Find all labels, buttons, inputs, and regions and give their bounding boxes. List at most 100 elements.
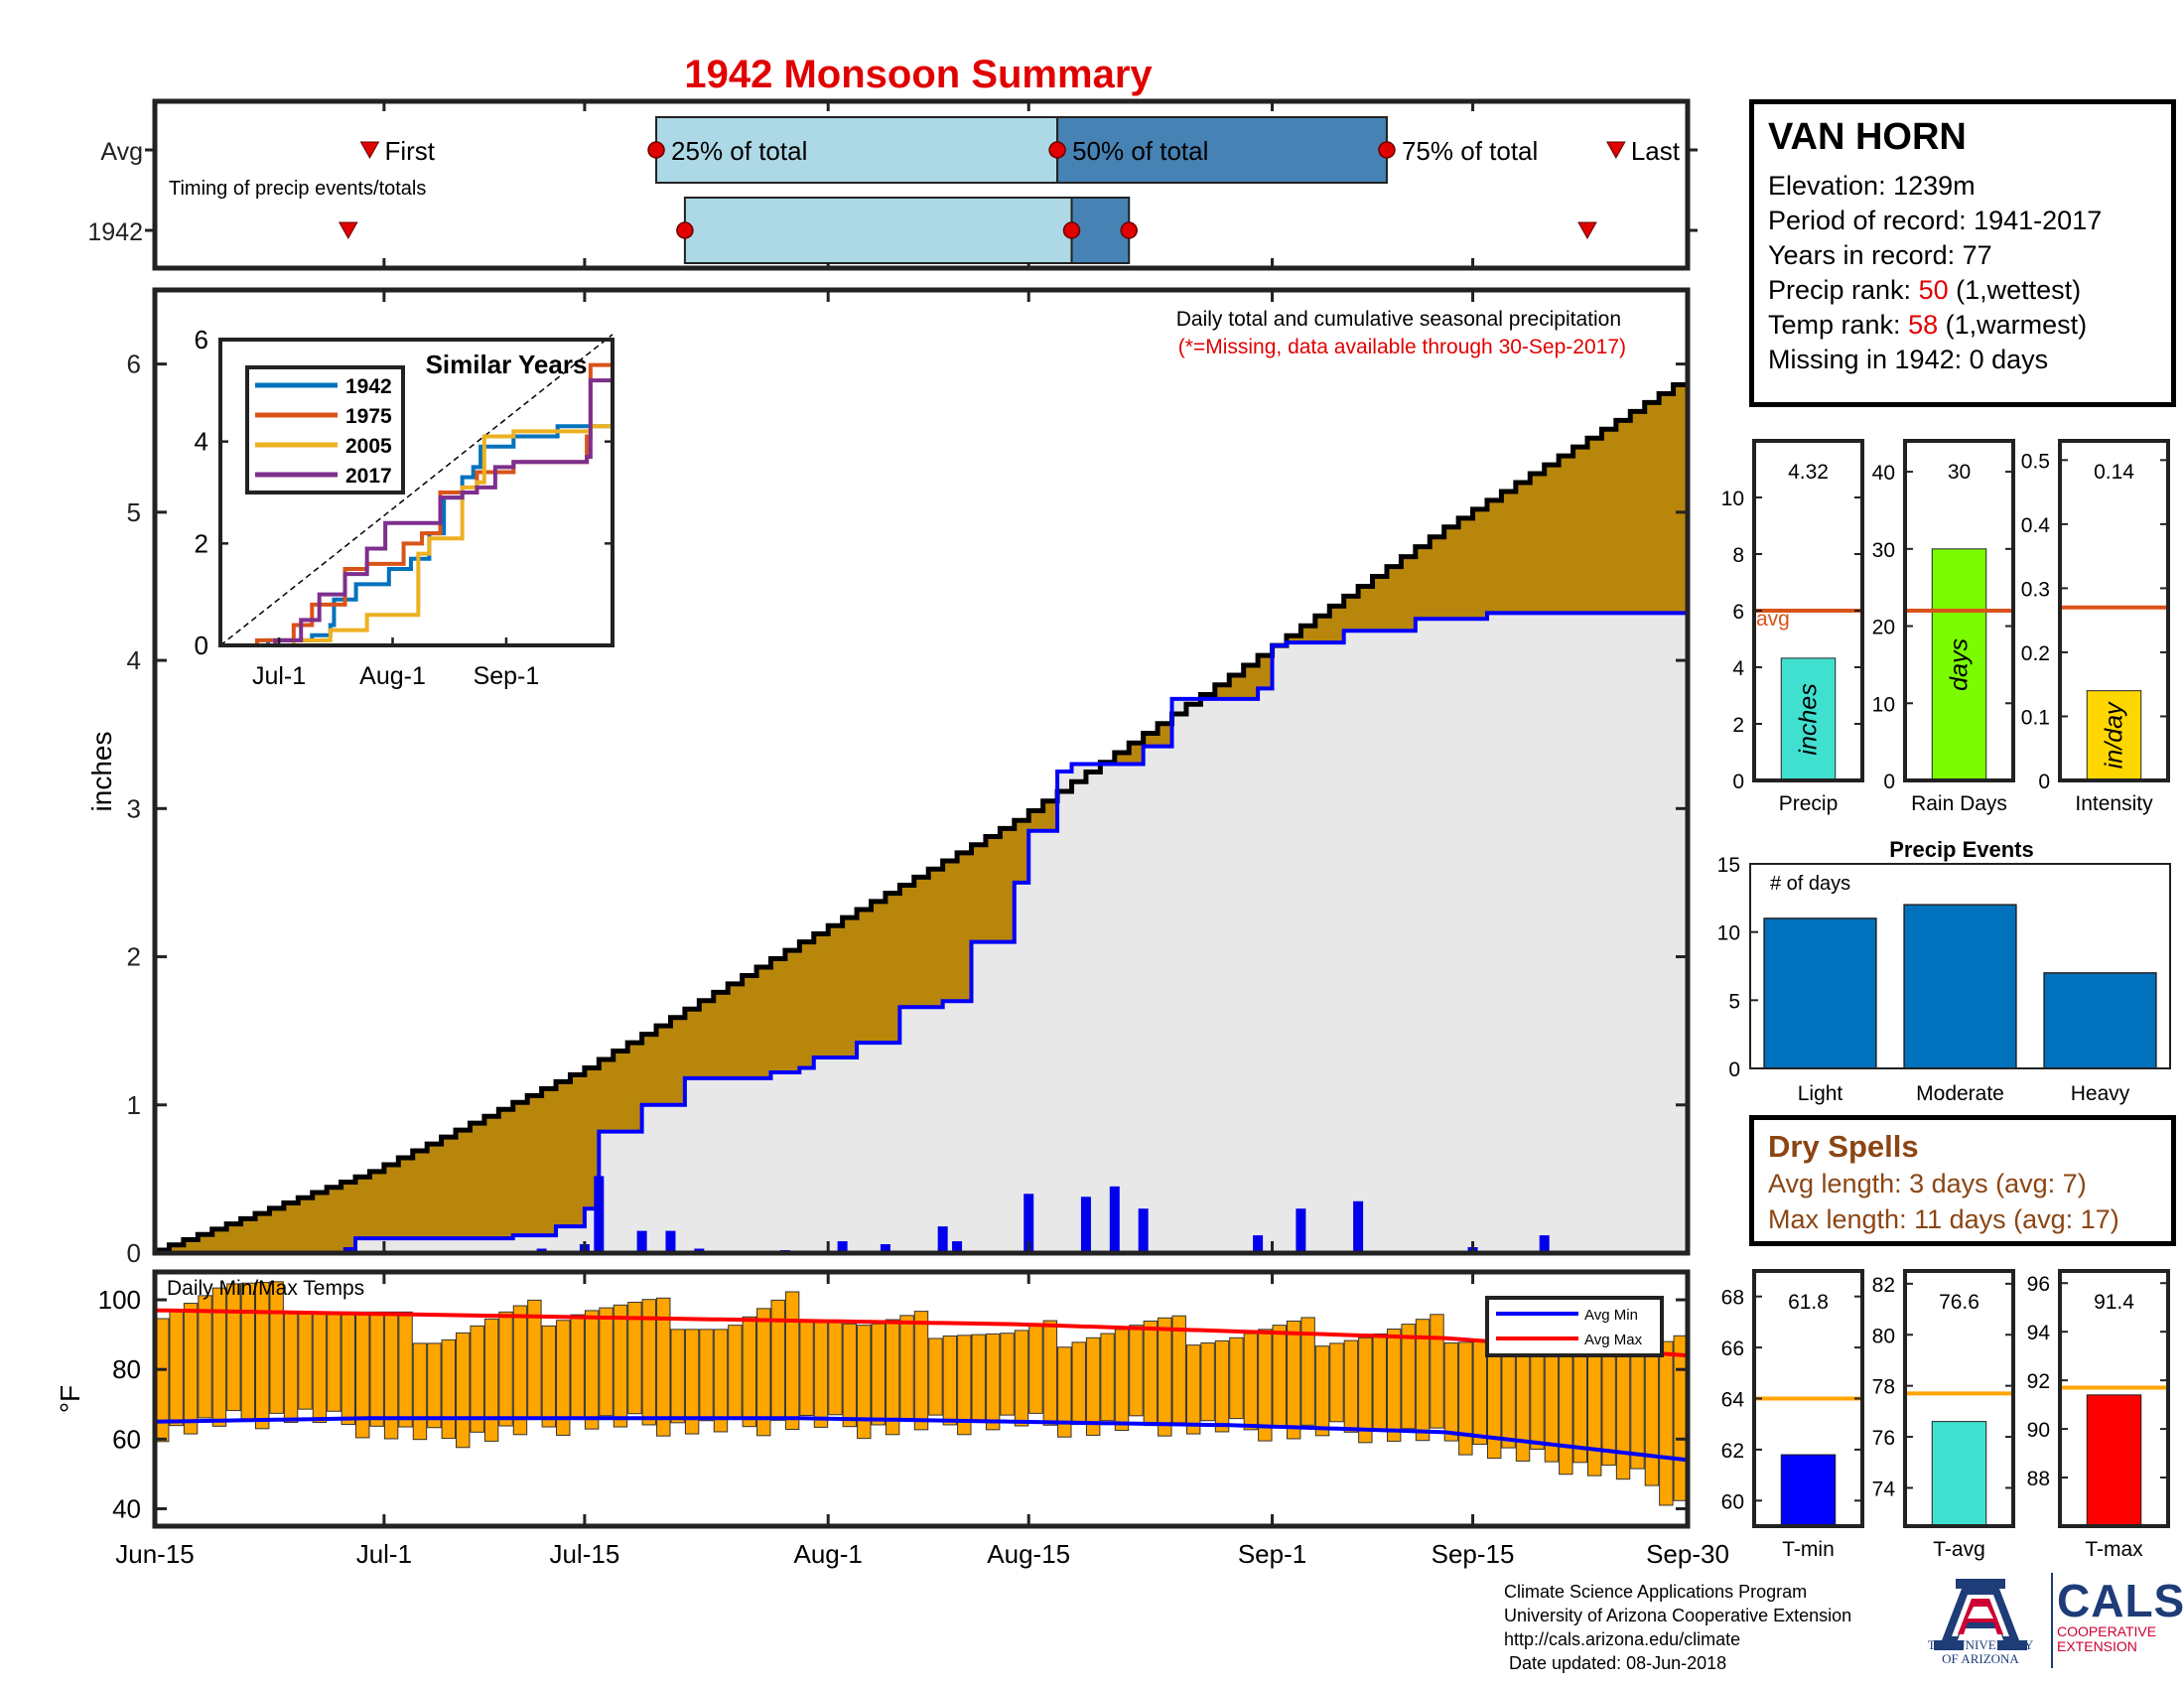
timing-row-label-year: 1942 bbox=[87, 218, 143, 246]
year-50-marker bbox=[1062, 221, 1081, 239]
precip-summary-unit-label: inches bbox=[1795, 683, 1823, 755]
rain-days-summary-y-tick-label: 20 bbox=[1872, 617, 1895, 639]
daily-temp-bar bbox=[1272, 1325, 1287, 1429]
rain-days-summary-bar bbox=[1931, 548, 1987, 781]
avg-min-line bbox=[154, 1416, 1689, 1463]
dry-spells-title: Dry Spells bbox=[1768, 1129, 1919, 1164]
tmax-summary-bar bbox=[2086, 1394, 2142, 1527]
daily-precip-bar bbox=[1539, 1235, 1550, 1253]
footer-line-url[interactable]: http://cals.arizona.edu/climate bbox=[1504, 1629, 1741, 1649]
last-label: Last bbox=[1631, 136, 1681, 166]
footer-line-date: Date updated: 08-Jun-2018 bbox=[1504, 1653, 1727, 1673]
daily-temp-bar bbox=[971, 1334, 986, 1421]
x-tick-label: Sep-1 bbox=[1238, 1539, 1306, 1569]
intensity-summary-unit-label: in/day bbox=[2101, 701, 2128, 769]
events-bar-light bbox=[1763, 917, 1877, 1069]
tavg-summary-y-tick-label: 82 bbox=[1872, 1274, 1895, 1297]
avg-first-marker bbox=[359, 141, 380, 160]
events-y-tick-label: 5 bbox=[1728, 990, 1740, 1013]
precip-summary-value-label: 4.32 bbox=[1788, 461, 1829, 484]
first-label: First bbox=[384, 136, 435, 166]
intensity-summary-y-tick-label: 0.1 bbox=[2021, 706, 2050, 729]
x-tick-label: Sep-30 bbox=[1646, 1539, 1729, 1569]
daily-temp-bar bbox=[1229, 1336, 1244, 1420]
temps-y-axis-label: °F bbox=[55, 1385, 85, 1413]
daily-precip-bar bbox=[1109, 1186, 1120, 1253]
daily-temp-bar bbox=[942, 1336, 958, 1426]
avg-cumulative-line bbox=[155, 375, 1691, 1253]
daily-precip-bar bbox=[636, 1230, 647, 1253]
elevation-label: Elevation: 1239m bbox=[1768, 171, 1976, 201]
daily-temp-bar bbox=[957, 1335, 972, 1436]
daily-temp-bar bbox=[198, 1295, 212, 1419]
timing-subtitle: Timing of precip events/totals bbox=[169, 178, 426, 200]
daily-precip-bar bbox=[937, 1226, 948, 1253]
daily-temp-bar bbox=[1286, 1320, 1301, 1440]
p50-label: 50% of total bbox=[1072, 136, 1208, 166]
main-plot-frame bbox=[152, 287, 1691, 1256]
tmin-summary-y-tick-label: 62 bbox=[1721, 1440, 1744, 1463]
events-x-label: Light bbox=[1798, 1082, 1843, 1105]
daily-temp-bar bbox=[1042, 1320, 1058, 1426]
inset-series-2005 bbox=[220, 424, 613, 647]
year-75-marker bbox=[1120, 221, 1138, 239]
temps-legend-box bbox=[1485, 1296, 1664, 1357]
precip-summary-y-tick-label: 4 bbox=[1732, 657, 1744, 680]
intensity-summary-frame bbox=[2058, 439, 2170, 782]
inset-series-2017 bbox=[220, 374, 614, 647]
tavg-summary-y-tick-label: 76 bbox=[1872, 1427, 1895, 1450]
logo-divider bbox=[2051, 1573, 2053, 1668]
daily-temp-bar bbox=[1630, 1348, 1645, 1470]
daily-temp-bar bbox=[1472, 1340, 1487, 1446]
tavg-summary-value-label: 76.6 bbox=[1939, 1291, 1979, 1314]
tmax-summary-y-tick-label: 88 bbox=[2027, 1468, 2050, 1490]
daily-temp-bar bbox=[427, 1342, 442, 1429]
daily-temp-bar bbox=[885, 1319, 900, 1436]
daily-temp-bar bbox=[312, 1311, 328, 1423]
daily-temp-bar bbox=[899, 1315, 914, 1421]
period-label: Period of record: 1941-2017 bbox=[1768, 206, 2103, 235]
daily-temp-bar bbox=[556, 1320, 571, 1436]
daily-precip-bar bbox=[342, 1247, 353, 1253]
daily-precip-bar bbox=[837, 1241, 848, 1253]
inset-average-dashed-line bbox=[219, 334, 614, 646]
daily-precip-bar bbox=[1253, 1235, 1264, 1253]
daily-temp-bar bbox=[1358, 1336, 1373, 1444]
ua-sub-line1: THE UNIVERSITY bbox=[1927, 1637, 2034, 1652]
year-first-marker bbox=[338, 221, 358, 240]
daily-temp-bar bbox=[327, 1311, 341, 1412]
daily-temp-bar bbox=[1028, 1325, 1043, 1414]
precip-rank-value: 50 bbox=[1918, 275, 1949, 305]
rain-days-summary-value-label: 30 bbox=[1948, 461, 1971, 484]
daily-temp-bar bbox=[599, 1307, 614, 1417]
daily-temp-bar bbox=[684, 1329, 700, 1435]
station-name: VAN HORN bbox=[1768, 116, 1967, 158]
events-x-label: Moderate bbox=[1916, 1082, 2004, 1105]
cals-sub-line2: EXTENSION bbox=[2057, 1638, 2137, 1654]
inset-legend-label: 2005 bbox=[345, 435, 392, 458]
main-y-tick-label: 2 bbox=[127, 942, 141, 972]
daily-temp-bar bbox=[1057, 1346, 1072, 1438]
year-cumulative-line bbox=[155, 611, 1688, 1255]
daily-temp-bar bbox=[1000, 1333, 1015, 1416]
precip-rank-prefix: Precip rank: bbox=[1768, 275, 1919, 305]
daily-temp-bar bbox=[1085, 1336, 1101, 1436]
tavg-summary-y-tick-label: 74 bbox=[1872, 1477, 1896, 1500]
inset-legend-label: 1942 bbox=[345, 375, 392, 398]
x-tick-label: Sep-15 bbox=[1432, 1539, 1515, 1569]
temp-rank-value: 58 bbox=[1908, 310, 1939, 340]
daily-temp-bar bbox=[211, 1287, 227, 1427]
daily-temp-bar bbox=[1586, 1346, 1602, 1477]
main-y-tick-label: 6 bbox=[127, 350, 141, 379]
p75-label: 75% of total bbox=[1402, 136, 1538, 166]
daily-precip-bar bbox=[1296, 1208, 1306, 1253]
daily-temp-bar bbox=[857, 1325, 872, 1440]
temps-panel-label: Daily Min/Max Temps bbox=[167, 1277, 364, 1300]
daily-temp-bar bbox=[541, 1325, 557, 1428]
events-y-tick-label: 0 bbox=[1728, 1058, 1740, 1081]
daily-temp-bar bbox=[742, 1316, 757, 1428]
daily-temp-bar bbox=[1343, 1339, 1359, 1433]
intensity-summary-y-tick-label: 0.3 bbox=[2021, 578, 2050, 601]
daily-temp-bar bbox=[269, 1281, 284, 1414]
